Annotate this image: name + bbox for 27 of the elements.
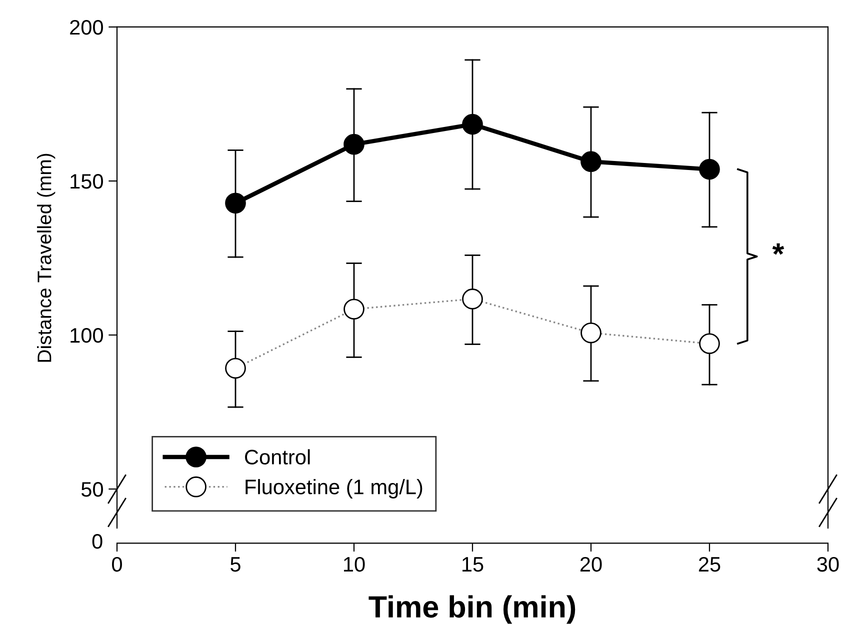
point (580, 322, 602, 344)
point (344, 134, 364, 155)
point (225, 192, 246, 214)
x-tick-label: 30 (817, 556, 839, 572)
point (225, 358, 246, 379)
legend-label: Control (245, 449, 310, 465)
legend-label: Fluoxetine (1 mg/L) (246, 479, 422, 498)
annotation: * (772, 243, 784, 255)
x-tick-label: 15 (462, 557, 484, 572)
x-tick-label: 5 (230, 557, 240, 572)
point (462, 114, 483, 135)
x-tick-label: 10 (344, 556, 365, 572)
point (462, 288, 483, 310)
y-tick-label: 150 (70, 174, 103, 189)
x-tick-label: 20 (580, 556, 602, 572)
point (699, 158, 720, 180)
point (344, 298, 364, 320)
x-tick-label: 0 (112, 556, 122, 572)
y-tick-label: 100 (70, 328, 103, 343)
x-tick-label: 25 (698, 556, 720, 572)
y-axis-title: Distance Travelled (mm) (37, 154, 56, 362)
text: 0 (92, 534, 102, 549)
point (580, 151, 602, 172)
x-axis-title: Time bin (min) (368, 595, 576, 624)
y-tick-label: 200 (70, 20, 103, 35)
y-tick-label: 50 (81, 482, 103, 497)
point (699, 333, 720, 354)
